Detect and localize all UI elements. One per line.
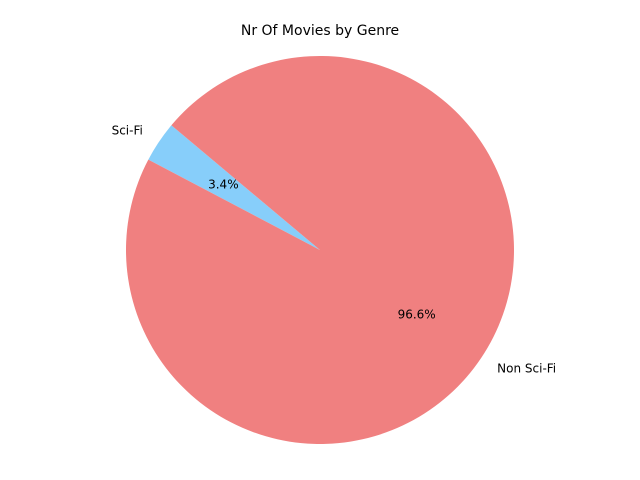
- pct-label-sci-fi: 3.4%: [208, 178, 239, 192]
- pie-slices: [126, 55, 515, 444]
- pie-slice-sci-fi: [148, 125, 320, 250]
- pie-slice-non-sci-fi: [126, 55, 515, 444]
- slice-label-sci-fi: Sci-Fi: [112, 124, 143, 138]
- chart-title: Nr Of Movies by Genre: [241, 23, 399, 39]
- pct-label-non-sci-fi: 96.6%: [398, 307, 436, 321]
- pie-labels: Sci-Fi 3.4% Non Sci-Fi 96.6%: [112, 124, 557, 376]
- slice-label-non-sci-fi: Non Sci-Fi: [497, 361, 556, 375]
